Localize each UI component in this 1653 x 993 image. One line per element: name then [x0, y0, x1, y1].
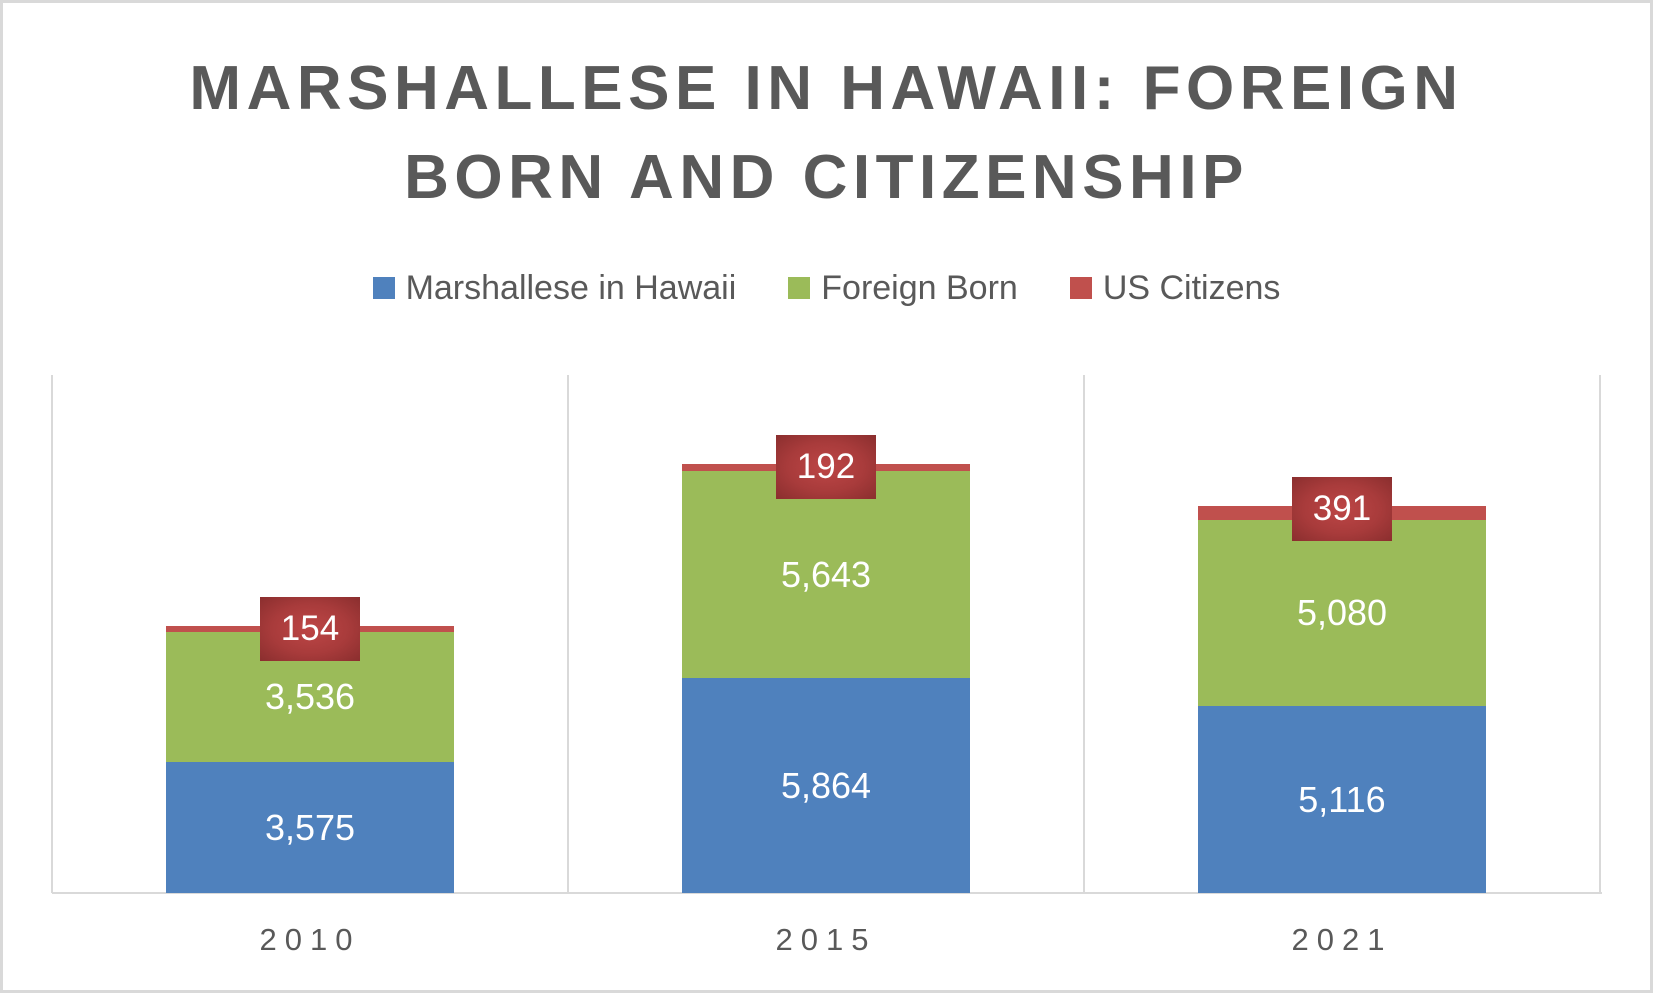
- gridline: [1599, 375, 1601, 893]
- legend-item-us-citizens[interactable]: US Citizens: [1069, 268, 1281, 308]
- bar-segment-foreign-born[interactable]: [1198, 520, 1486, 706]
- gridline: [51, 375, 53, 893]
- data-label-marshallese: 5,864: [780, 764, 872, 806]
- bar-segment-marshallese[interactable]: [166, 762, 454, 893]
- legend-swatch-foreign-born: [788, 277, 811, 299]
- data-label-us-citizens: 192: [776, 435, 876, 499]
- legend-swatch-us-citizens: [1069, 277, 1092, 299]
- data-label-us-citizens: 391: [1292, 477, 1392, 541]
- x-tick-label: 2010: [259, 922, 361, 957]
- legend: Marshallese in Hawaii Foreign Born US Ci…: [0, 268, 1653, 308]
- chart-title-line-2: BORN AND CITIZENSHIP: [404, 143, 1249, 212]
- gridline: [1083, 375, 1085, 893]
- gridline: [567, 375, 569, 893]
- legend-item-marshallese[interactable]: Marshallese in Hawaii: [372, 268, 737, 308]
- x-tick-label: 2021: [1291, 922, 1393, 957]
- data-label-us-citizens: 154: [260, 597, 360, 661]
- bar-segment-foreign-born[interactable]: [682, 471, 970, 678]
- data-label-foreign-born: 5,643: [780, 553, 872, 595]
- data-label-foreign-born: 5,080: [1296, 592, 1388, 633]
- legend-swatch-marshallese: [372, 277, 395, 299]
- chart-title-line-1: MARSHALLESE IN HAWAII: FOREIGN: [189, 54, 1464, 123]
- x-axis-line: [52, 892, 1602, 894]
- legend-label: US Citizens: [1102, 269, 1281, 307]
- bar-segment-marshallese[interactable]: [1198, 706, 1486, 893]
- legend-item-foreign-born[interactable]: Foreign Born: [788, 268, 1018, 308]
- legend-label: Foreign Born: [821, 269, 1018, 307]
- data-label-marshallese: 5,116: [1298, 778, 1386, 820]
- x-tick-label: 2015: [775, 922, 877, 957]
- bar-segment-marshallese[interactable]: [682, 678, 970, 893]
- legend-label: Marshallese in Hawaii: [405, 269, 737, 307]
- chart-title: MARSHALLESE IN HAWAII: FOREIGN BORN AND …: [0, 44, 1653, 222]
- data-label-foreign-born: 3,536: [264, 676, 356, 717]
- data-label-marshallese: 3,575: [264, 806, 356, 848]
